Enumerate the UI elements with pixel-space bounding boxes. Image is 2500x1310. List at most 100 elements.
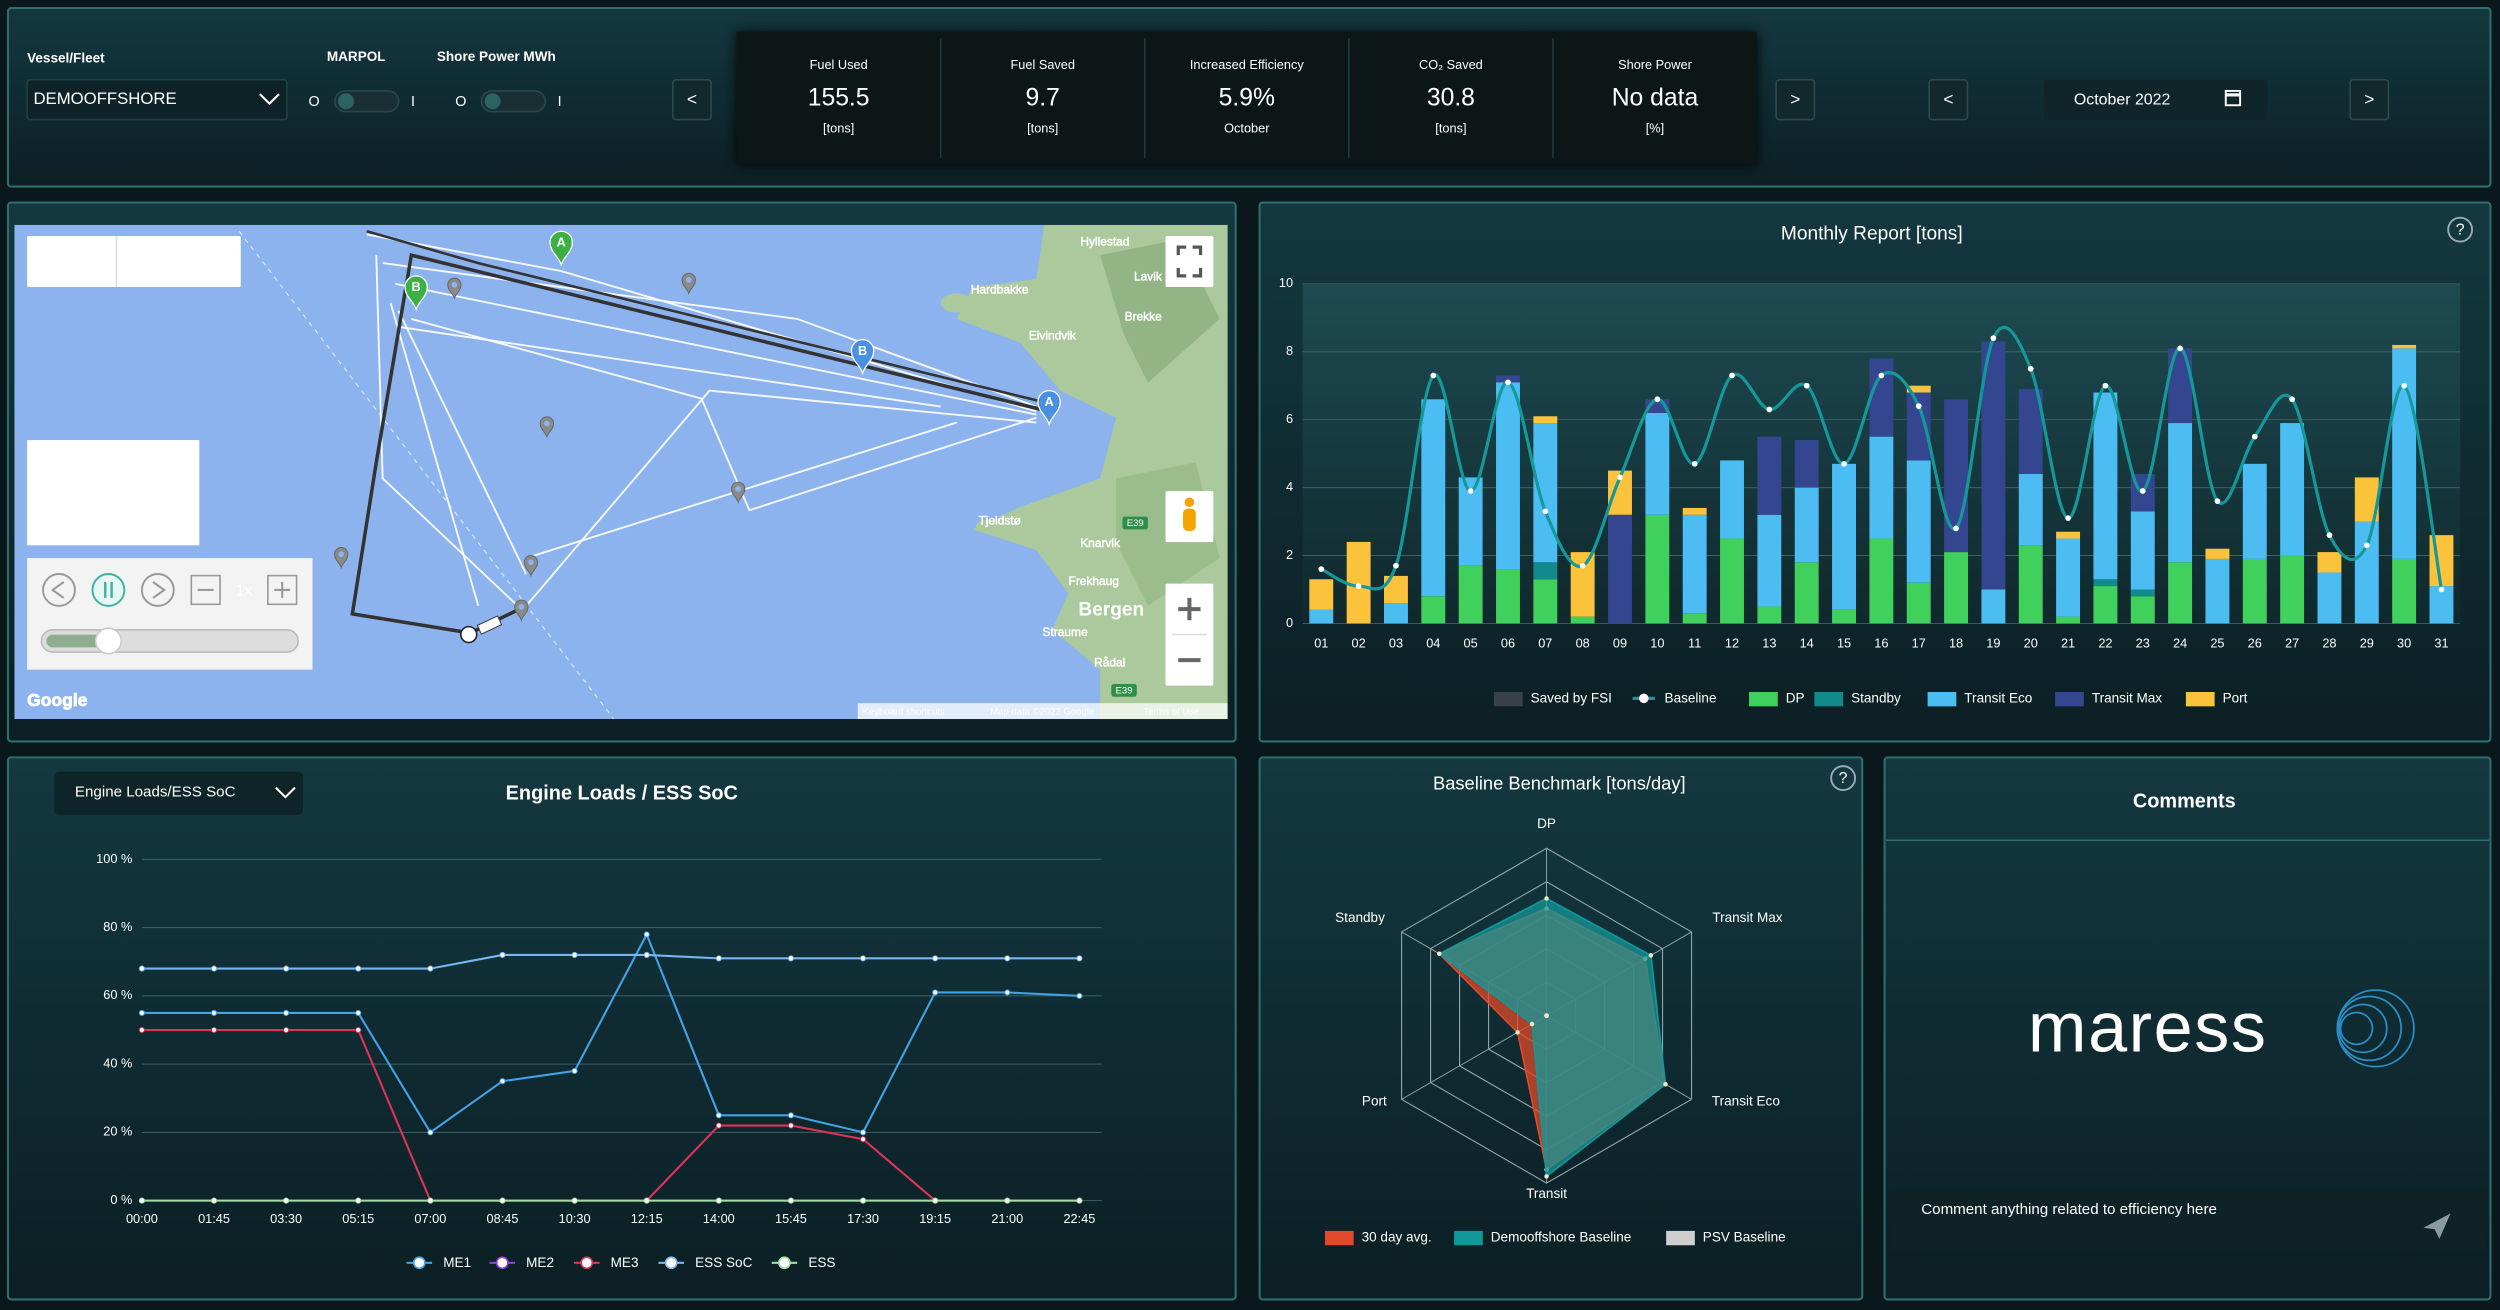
baseline-point [2139,488,2146,494]
help-icon[interactable] [1830,765,1857,792]
series-point [860,955,867,962]
baseline-point [1318,566,1325,572]
x-tick-label: 06 [1501,636,1515,651]
forward-button[interactable] [140,573,175,607]
legend-label: Transit Max [2092,691,2162,706]
rewind-button[interactable] [42,573,76,607]
x-tick-label: 02 [1352,636,1366,651]
prev-month-button-label[interactable]: < [1943,89,1953,109]
label: Vessel/Fleet [27,51,105,66]
comment-input[interactable] [1889,1187,2488,1252]
help-label[interactable]: ? [1839,770,1848,787]
map-marker[interactable]: A [1037,390,1061,427]
kpi-label: Fuel Saved [1010,57,1075,72]
road-label: E39 [1116,685,1133,696]
pause-button[interactable] [91,573,126,607]
waypoint[interactable] [447,277,462,300]
waypoint-hole [735,485,742,492]
bar-segment [1682,514,1707,614]
baseline-point [2065,515,2071,522]
pegman-body [1183,508,1196,531]
attribution-text[interactable]: Keyboard shortcuts [863,706,945,717]
next-month-button-label[interactable]: > [2364,89,2374,109]
attribution-text[interactable]: Terms of Use [1143,706,1199,717]
track [411,317,1037,512]
bar-segment [1906,385,1931,393]
help-label[interactable]: ? [2456,222,2465,239]
chart-selector[interactable] [54,771,303,815]
send-button[interactable] [2423,1213,2451,1239]
legend-swatch [1493,691,1523,707]
waypoint[interactable] [523,555,539,578]
attribution-text[interactable]: Map data ©2022 Google [990,706,1094,717]
baseline-point [2401,382,2408,389]
next-month-button[interactable] [2349,78,2390,121]
info-text: Date: [38,456,63,467]
x-tick-label: 26 [2248,636,2262,651]
fullscreen-button[interactable] [1165,235,1214,288]
prev-button[interactable] [672,78,712,121]
waypoint[interactable] [334,547,349,570]
bar-segment [1832,609,1856,624]
x-tick-label: 00:00 [126,1211,158,1226]
waypoint[interactable] [681,272,696,296]
comment-placeholder[interactable]: Comment anything related to efficiency h… [1921,1201,2217,1218]
waypoint[interactable] [514,599,529,622]
info-text: DailyReport TZ:+02 [38,491,128,502]
kpi-value: No data [1612,84,1699,111]
waypoint-pin [731,481,746,504]
help-icon[interactable] [2447,216,2474,243]
series-point [1004,1197,1011,1204]
map-marker[interactable]: A [549,230,574,267]
baseline-point [1467,488,1474,494]
vessel-select[interactable] [26,78,288,121]
next-button-label[interactable]: > [1790,89,1800,109]
place-label: Eivindvik [1029,329,1076,343]
series-point [932,955,939,962]
kpi-box [736,31,1758,165]
slower-button[interactable] [190,574,221,606]
place-label: Knarvik [1080,536,1120,550]
bar-segment [1421,596,1446,624]
axis-label: Transit Max [1712,910,1782,925]
baseline-point [2326,532,2333,539]
satellite-tab[interactable]: Satellite [142,251,216,274]
series-point [932,1197,939,1204]
slider-progress [46,634,111,648]
radar-point [1544,1174,1549,1179]
track [366,233,1037,413]
bar-segment [1608,470,1632,515]
chevron [259,93,280,106]
prev-month-button[interactable] [1928,78,1969,121]
waypoint-pin [334,547,349,570]
series-point [283,1197,290,1204]
chevron [275,786,296,799]
series-point [427,965,434,972]
x-tick-label: 21:00 [991,1211,1023,1226]
bar-segment [2168,423,2193,563]
next-button[interactable] [1775,78,1816,121]
map-tab[interactable]: Map [49,251,90,274]
waypoint-hole [518,603,525,610]
slider-knob[interactable] [94,627,122,655]
track [397,310,528,575]
bar-segment [2056,538,2081,617]
legend-swatch [1814,691,1844,707]
faster-button[interactable] [267,574,298,606]
map-marker[interactable]: B [404,275,428,312]
legend-label: Port [2223,691,2248,706]
waypoint[interactable] [731,481,746,504]
axis-label: DP [1537,816,1556,831]
track [375,255,527,615]
selector-label[interactable]: Engine Loads/ESS SoC [75,783,236,800]
x-tick-label: 11 [1688,636,1701,651]
bar-segment [2093,392,2118,580]
x-tick-label: 18 [1949,636,1963,651]
waypoint[interactable] [539,416,555,439]
date-picker[interactable] [2044,79,2268,120]
bar-segment [1570,616,1595,624]
toggle-on-label: I [411,94,415,110]
map-marker[interactable]: B [850,339,875,376]
prev-button-label[interactable]: < [687,89,697,109]
kpi-unit: October [1224,121,1270,136]
